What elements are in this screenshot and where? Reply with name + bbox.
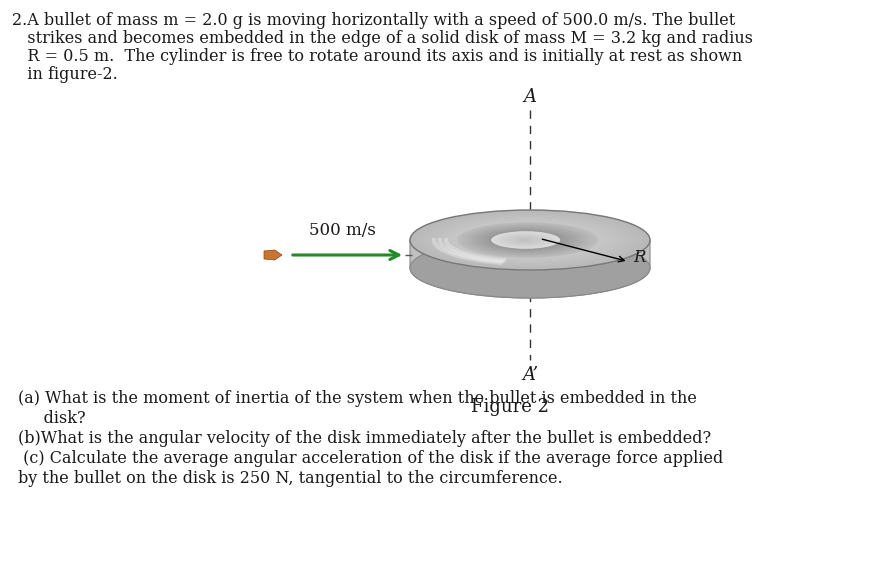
Ellipse shape [415, 211, 644, 269]
Ellipse shape [503, 234, 547, 246]
Ellipse shape [440, 218, 617, 262]
Ellipse shape [410, 210, 650, 270]
Ellipse shape [436, 217, 622, 263]
Ellipse shape [476, 227, 577, 253]
Text: 2.A bullet of mass m = 2.0 g is moving horizontally with a speed of 500.0 m/s. T: 2.A bullet of mass m = 2.0 g is moving h… [12, 12, 735, 29]
Ellipse shape [438, 217, 619, 263]
Ellipse shape [457, 222, 598, 258]
Ellipse shape [447, 220, 608, 260]
Ellipse shape [454, 221, 602, 259]
Ellipse shape [427, 214, 631, 266]
Ellipse shape [461, 223, 594, 257]
Ellipse shape [508, 236, 541, 244]
Ellipse shape [480, 228, 572, 252]
Ellipse shape [499, 233, 552, 247]
Ellipse shape [444, 219, 613, 261]
Ellipse shape [481, 229, 571, 251]
Ellipse shape [514, 237, 535, 243]
Ellipse shape [413, 211, 647, 269]
Text: Figure 2: Figure 2 [471, 398, 549, 416]
Ellipse shape [486, 230, 566, 250]
Ellipse shape [432, 216, 625, 264]
Ellipse shape [469, 225, 586, 255]
Ellipse shape [412, 210, 648, 270]
Ellipse shape [455, 222, 600, 258]
Ellipse shape [459, 223, 596, 257]
Text: R = 0.5 m.  The cylinder is free to rotate around its axis and is initially at r: R = 0.5 m. The cylinder is free to rotat… [12, 48, 742, 65]
Text: disk?: disk? [18, 410, 86, 427]
Text: (c) Calculate the average angular acceleration of the disk if the average force : (c) Calculate the average angular accele… [18, 450, 723, 467]
Ellipse shape [489, 231, 563, 249]
Ellipse shape [410, 238, 650, 298]
Ellipse shape [497, 233, 554, 248]
Ellipse shape [471, 226, 583, 254]
Ellipse shape [472, 226, 581, 254]
Text: 500 m/s: 500 m/s [309, 222, 376, 239]
Ellipse shape [493, 231, 558, 248]
Ellipse shape [429, 215, 630, 265]
Ellipse shape [506, 236, 544, 245]
Text: (b)What is the angular velocity of the disk immediately after the bullet is embe: (b)What is the angular velocity of the d… [18, 430, 711, 447]
Ellipse shape [522, 240, 527, 241]
Text: in figure-2.: in figure-2. [12, 66, 118, 83]
Ellipse shape [495, 232, 556, 248]
Ellipse shape [449, 220, 606, 260]
Ellipse shape [510, 236, 539, 244]
Ellipse shape [421, 213, 638, 267]
Ellipse shape [464, 224, 589, 256]
Text: R: R [633, 249, 646, 266]
Ellipse shape [463, 223, 592, 256]
Polygon shape [410, 240, 650, 298]
Ellipse shape [518, 238, 530, 242]
Ellipse shape [442, 218, 614, 262]
Text: by the bullet on the disk is 250 N, tangential to the circumference.: by the bullet on the disk is 250 N, tang… [18, 470, 563, 487]
Text: A: A [523, 88, 537, 106]
Ellipse shape [516, 238, 533, 242]
Ellipse shape [512, 237, 537, 244]
Ellipse shape [451, 221, 605, 259]
Text: strikes and becomes embedded in the edge of a solid disk of mass M = 3.2 kg and : strikes and becomes embedded in the edge… [12, 30, 753, 47]
Text: (a) What is the moment of inertia of the system when the bullet is embedded in t: (a) What is the moment of inertia of the… [18, 390, 697, 407]
Ellipse shape [488, 230, 564, 250]
Ellipse shape [478, 227, 575, 252]
Ellipse shape [430, 215, 628, 265]
Ellipse shape [484, 229, 569, 251]
Ellipse shape [419, 212, 640, 268]
Ellipse shape [422, 213, 636, 267]
Ellipse shape [505, 235, 546, 245]
Ellipse shape [474, 227, 579, 253]
Ellipse shape [501, 234, 550, 246]
Ellipse shape [434, 216, 623, 264]
Ellipse shape [491, 231, 560, 249]
Ellipse shape [446, 219, 611, 261]
Ellipse shape [425, 214, 634, 266]
Ellipse shape [417, 212, 642, 268]
Ellipse shape [520, 239, 529, 241]
Ellipse shape [466, 225, 588, 255]
Text: A’: A’ [522, 366, 538, 384]
Polygon shape [264, 250, 282, 260]
